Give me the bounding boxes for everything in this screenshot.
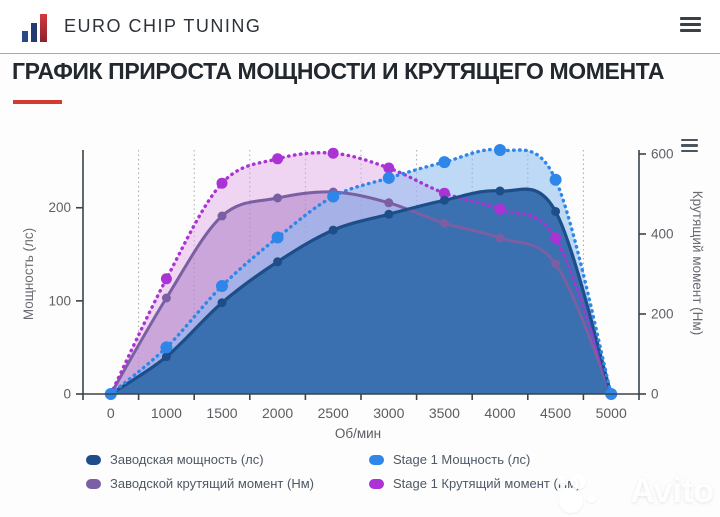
data-point <box>327 147 339 159</box>
logo-bar <box>31 23 37 42</box>
data-point <box>384 198 394 208</box>
y-right-tick-label: 600 <box>651 147 674 162</box>
x-tick-label: 3000 <box>373 405 404 421</box>
series-line-3 <box>109 151 613 396</box>
data-point <box>551 206 561 216</box>
x-tick-label: 1500 <box>206 405 237 421</box>
brand-logo-icon[interactable] <box>22 12 56 42</box>
watermark-dot <box>587 494 596 503</box>
data-point <box>384 209 394 219</box>
data-point <box>495 186 505 196</box>
data-point <box>217 298 227 308</box>
y-left-tick-label: 200 <box>48 200 71 215</box>
y-right-tick-label: 200 <box>651 307 674 322</box>
legend-item-stage1-torque[interactable]: Stage 1 Крутящий момент (Нм) <box>369 476 580 491</box>
data-point <box>160 341 173 354</box>
y-right-tick-label: 0 <box>651 387 659 402</box>
data-point <box>439 195 449 205</box>
series-marker-icon <box>369 478 384 489</box>
x-tick-label: 2500 <box>318 405 349 421</box>
x-tick-label: 4000 <box>484 405 515 421</box>
series-marker-icon <box>86 478 101 489</box>
data-point <box>161 352 171 362</box>
y-left-tick-label: 100 <box>48 293 71 308</box>
data-point <box>549 173 562 186</box>
data-point <box>382 171 395 184</box>
title-accent-rule <box>13 100 62 104</box>
y-left-axis-title: Мощность (лс) <box>21 228 36 320</box>
brand-name[interactable]: EURO CHIP TUNING <box>64 16 262 36</box>
x-tick-label: 0 <box>107 405 115 421</box>
data-point <box>272 153 284 165</box>
data-point <box>495 233 505 243</box>
data-point <box>216 177 228 189</box>
x-tick-label: 3500 <box>429 405 460 421</box>
x-axis-title: Об/мин <box>335 426 381 441</box>
chart-svg: 0 1000 1500 2000 2500 3000 3500 4000 4500 5000Об/… <box>21 144 705 441</box>
x-tick-label: 4500 <box>540 405 571 421</box>
y-left-tick-label: 0 <box>63 387 71 402</box>
x-tick-label: 5000 <box>596 405 627 421</box>
data-point <box>438 156 451 169</box>
legend-item-factory-power[interactable]: Заводская мощность (лс) <box>86 452 369 467</box>
watermark-dot <box>559 489 583 513</box>
data-point <box>217 211 227 221</box>
data-point <box>161 293 171 303</box>
data-point <box>551 259 561 269</box>
header: EURO CHIP TUNING <box>0 0 720 54</box>
data-point <box>494 203 506 215</box>
legend-item-factory-torque[interactable]: Заводской крутящий момент (Нм) <box>86 476 369 491</box>
series-area-0 <box>110 189 612 394</box>
hamburger-icon[interactable] <box>680 17 701 32</box>
power-torque-chart: 0 1000 1500 2000 2500 3000 3500 4000 4500 5000 Об/… <box>0 118 720 450</box>
x-tick-label: 2000 <box>262 405 293 421</box>
data-point <box>327 190 340 203</box>
logo-bar <box>22 31 28 42</box>
data-point <box>216 279 228 292</box>
data-point <box>160 273 172 285</box>
data-point <box>439 218 449 228</box>
page-title: ГРАФИК ПРИРОСТА МОЩНОСТИ И КРУТЯЩЕГО МОМ… <box>12 58 665 84</box>
chart-legend: Заводская мощность (лс) Stage 1 Мощность… <box>86 452 580 491</box>
chart-menu-icon[interactable] <box>681 139 698 152</box>
data-point <box>383 162 395 174</box>
logo-bar <box>40 14 47 42</box>
x-tick-label: 1000 <box>151 405 182 421</box>
data-point <box>273 193 283 203</box>
series-line-2 <box>109 190 613 396</box>
data-point <box>273 257 283 267</box>
watermark-text: Avito <box>630 472 714 510</box>
data-point <box>550 232 562 244</box>
legend-item-stage1-power[interactable]: Stage 1 Мощность (лс) <box>369 452 580 467</box>
y-right-tick-label: 400 <box>651 227 674 242</box>
y-right-axis-title: Крутящий момент (Нм) <box>690 191 705 335</box>
data-point <box>271 231 284 244</box>
data-point <box>438 187 450 199</box>
series-marker-icon <box>86 454 101 465</box>
series-marker-icon <box>369 454 384 465</box>
data-point <box>494 144 506 156</box>
data-point <box>328 225 338 235</box>
